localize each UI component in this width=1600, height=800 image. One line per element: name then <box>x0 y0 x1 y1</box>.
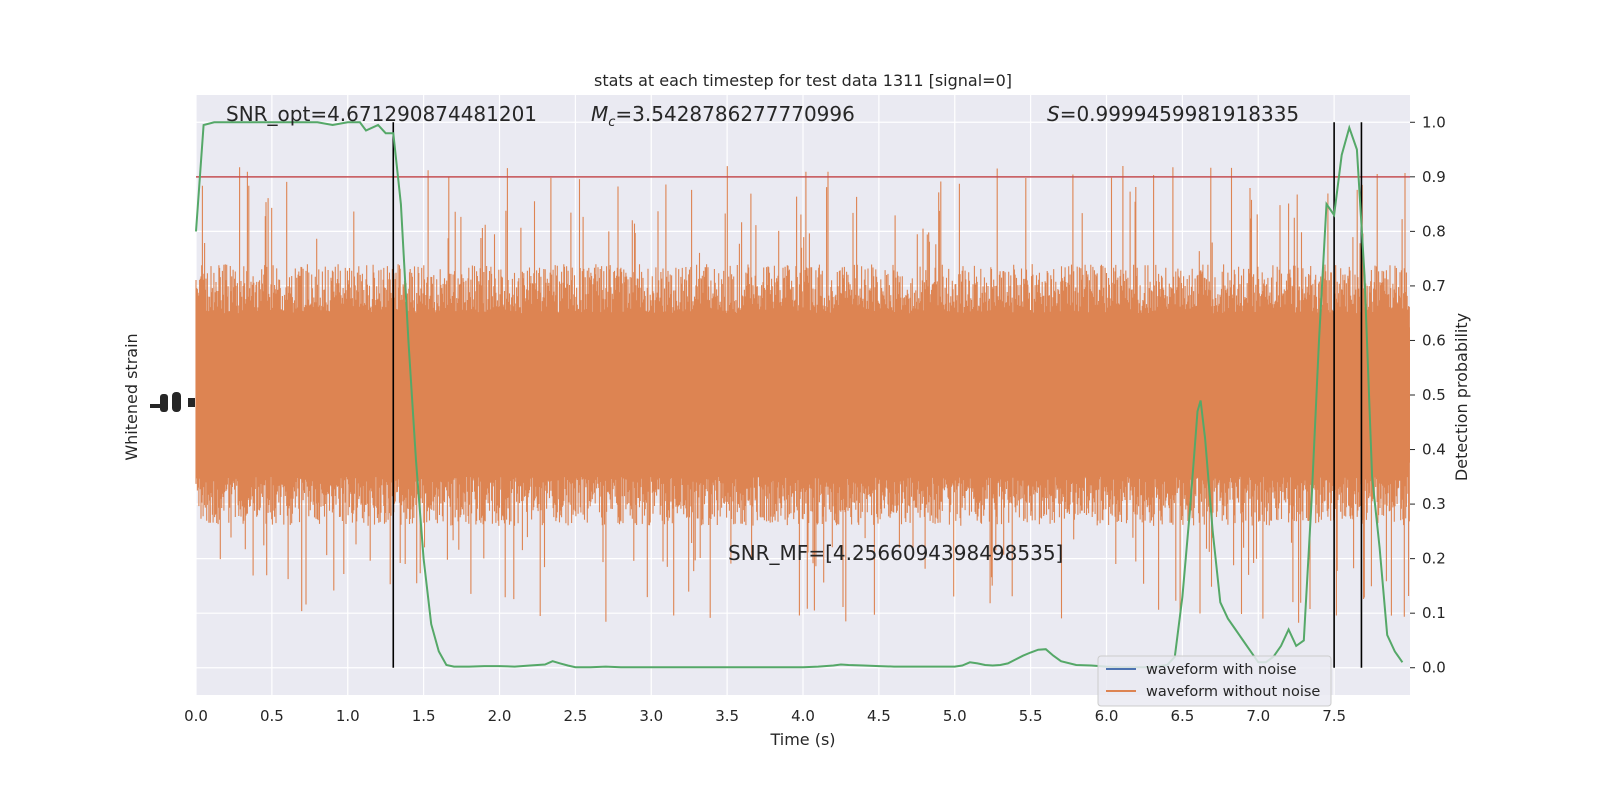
y-tick-label-8: 0.8 <box>1422 222 1446 240</box>
left-tick-cluster <box>150 392 195 412</box>
legend-label-clean: waveform without noise <box>1146 684 1320 700</box>
x-tick-label-3: 1.5 <box>412 707 436 725</box>
y-tick-label-1: 0.1 <box>1422 604 1446 622</box>
chart-title: stats at each timestep for test data 131… <box>594 71 1012 90</box>
snr-mf-annotation: SNR_MF=[4.2566094398498535] <box>728 541 1063 565</box>
mc-subscript: c <box>608 115 615 130</box>
x-axis-label: Time (s) <box>769 730 835 749</box>
x-tick-label-1: 0.5 <box>260 707 284 725</box>
x-tick-labels: 0.0 0.5 1.0 1.5 2.0 2.5 3.0 3.5 4.0 4.5 5.0 5.5 6.0 6… <box>184 707 1346 725</box>
x-tick-label-2: 1.0 <box>336 707 360 725</box>
x-tick-label-12: 6.0 <box>1095 707 1119 725</box>
x-tick-label-8: 4.0 <box>791 707 815 725</box>
x-tick-label-14: 7.0 <box>1246 707 1270 725</box>
y-tick-label-3: 0.3 <box>1422 495 1446 513</box>
x-tick-label-6: 3.0 <box>639 707 663 725</box>
y-tick-label-4: 0.4 <box>1422 441 1446 459</box>
x-tick-label-13: 6.5 <box>1170 707 1194 725</box>
mc-annotation: Mc=3.5428786277770996 <box>591 102 855 130</box>
strain-noise <box>195 166 1410 623</box>
y-tick-label-0: 0.0 <box>1422 659 1446 677</box>
y-tick-label-5: 0.5 <box>1422 386 1446 404</box>
s-annotation: S=0.9999459981918335 <box>1047 102 1299 126</box>
x-tick-label-0: 0.0 <box>184 707 208 725</box>
x-tick-label-15: 7.5 <box>1322 707 1346 725</box>
strain-core-band <box>196 327 1410 463</box>
s-value: =0.9999459981918335 <box>1060 102 1299 126</box>
s-symbol: S <box>1047 102 1060 126</box>
mc-value: =3.5428786277770996 <box>615 102 854 126</box>
x-tick-label-7: 3.5 <box>715 707 739 725</box>
x-tick-label-4: 2.0 <box>488 707 512 725</box>
mc-symbol: M <box>591 102 608 126</box>
y-axis-label-right: Detection probability <box>1452 313 1471 481</box>
legend: waveform with noise waveform without noi… <box>1097 655 1332 707</box>
y-tick-label-6: 0.6 <box>1422 331 1446 349</box>
y-axis-label-left: Whitened strain <box>122 333 141 460</box>
y-tick-label-9: 0.9 <box>1422 168 1446 186</box>
legend-box <box>1097 655 1332 707</box>
snr-opt-annotation: SNR_opt=4.671290874481201 <box>226 102 537 126</box>
y-tick-label-7: 0.7 <box>1422 277 1446 295</box>
x-tick-label-10: 5.0 <box>943 707 967 725</box>
legend-label-noise: waveform with noise <box>1146 662 1297 678</box>
x-tick-label-9: 4.5 <box>867 707 891 725</box>
y-tick-label-10: 1.0 <box>1422 113 1446 131</box>
x-tick-label-5: 2.5 <box>563 707 587 725</box>
x-tick-label-11: 5.5 <box>1019 707 1043 725</box>
y-tick-labels-right: 0.0 0.1 0.2 0.3 0.4 0.5 0.6 0.7 0.8 0.9 1.0 <box>1410 113 1446 677</box>
y-tick-label-2: 0.2 <box>1422 550 1446 568</box>
